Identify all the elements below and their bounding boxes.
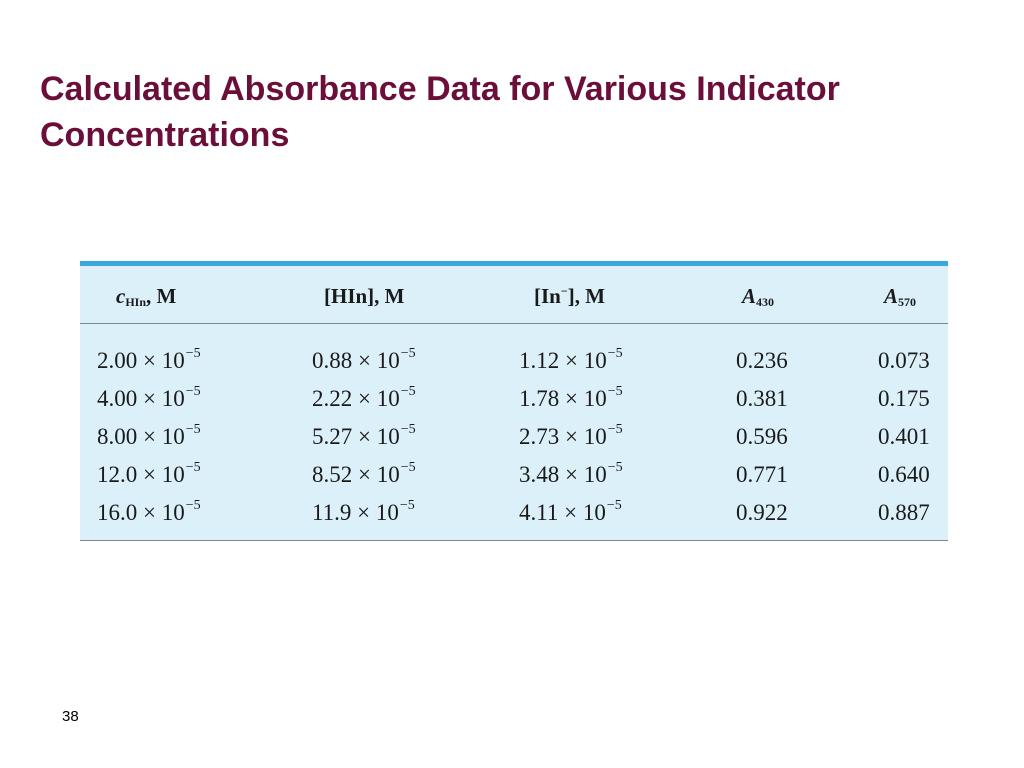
table-row: 4.00 × 10−5 2.22 × 10−5 1.78 × 10−5 0.381 0.…	[80, 384, 948, 424]
cell-in: 1.12 × 10−5	[519, 346, 623, 374]
header-a430-symbol: A	[742, 284, 757, 308]
cell-hin-mantissa: 2.22 × 10	[312, 386, 400, 411]
header-in-close: ], M	[567, 284, 606, 308]
header-a430: A430	[742, 284, 774, 310]
cell-a570: 0.887	[878, 500, 930, 525]
cell-in-mantissa: 1.78 × 10	[519, 386, 607, 411]
cell-in-mantissa: 2.73 × 10	[519, 424, 607, 449]
cell-in: 3.48 × 10−5	[519, 460, 623, 488]
cell-a430: 0.922	[736, 500, 788, 525]
cell-in-mantissa: 4.11 × 10	[519, 500, 606, 525]
page-number: 38	[62, 708, 79, 725]
table-row: 12.0 × 10−5 8.52 × 10−5 3.48 × 10−5 0.771 0.…	[80, 460, 948, 500]
header-a570-symbol: A	[884, 284, 899, 308]
cell-hin: 2.22 × 10−5	[312, 384, 416, 412]
cell-a430: 0.596	[736, 424, 788, 449]
cell-a430: 0.236	[736, 348, 788, 373]
cell-hin-exponent: −5	[400, 460, 416, 475]
cell-a570: 0.640	[878, 462, 930, 487]
cell-in: 2.73 × 10−5	[519, 422, 623, 450]
cell-in-mantissa: 1.12 × 10	[519, 348, 607, 373]
cell-a430: 0.381	[736, 386, 788, 411]
cell-c: 2.00 × 10−5	[97, 346, 201, 374]
cell-in: 4.11 × 10−5	[519, 498, 622, 526]
header-c-sub: HIn	[125, 295, 147, 309]
cell-c-exponent: −5	[185, 498, 201, 513]
cell-hin-exponent: −5	[400, 384, 416, 399]
header-a430-sub: 430	[756, 295, 775, 309]
cell-in-exponent: −5	[607, 346, 623, 361]
header-a570: A570	[884, 284, 916, 310]
cell-hin-exponent: −5	[400, 422, 416, 437]
cell-a570: 0.073	[878, 348, 930, 373]
header-in-open: [In	[534, 284, 561, 308]
cell-a570: 0.175	[878, 386, 930, 411]
cell-c-mantissa: 4.00 × 10	[97, 386, 185, 411]
cell-c-mantissa: 12.0 × 10	[97, 462, 185, 487]
cell-in-exponent: −5	[607, 460, 623, 475]
cell-c-exponent: −5	[185, 384, 201, 399]
header-hin: [HIn], M	[324, 284, 405, 308]
cell-a430: 0.771	[736, 462, 788, 487]
cell-c-exponent: −5	[185, 346, 201, 361]
header-c-hin: cHIn, M	[116, 284, 176, 310]
cell-in-exponent: −5	[607, 384, 623, 399]
header-a570-sub: 570	[898, 295, 917, 309]
cell-c-exponent: −5	[185, 460, 201, 475]
cell-hin-exponent: −5	[400, 346, 416, 361]
cell-hin-mantissa: 0.88 × 10	[312, 348, 400, 373]
cell-hin-mantissa: 11.9 × 10	[312, 500, 399, 525]
table-row: 16.0 × 10−5 11.9 × 10−5 4.11 × 10−5 0.922 0.…	[80, 498, 948, 538]
slide-title: Calculated Absorbance Data for Various I…	[40, 66, 1000, 158]
cell-c-mantissa: 2.00 × 10	[97, 348, 185, 373]
cell-in-mantissa: 3.48 × 10	[519, 462, 607, 487]
cell-hin-mantissa: 8.52 × 10	[312, 462, 400, 487]
cell-c: 16.0 × 10−5	[97, 498, 201, 526]
cell-hin: 8.52 × 10−5	[312, 460, 416, 488]
cell-c-mantissa: 16.0 × 10	[97, 500, 185, 525]
cell-hin: 0.88 × 10−5	[312, 346, 416, 374]
absorbance-table: cHIn, M [HIn], M [In−], M A430 A570 2.00…	[80, 261, 948, 541]
cell-hin: 5.27 × 10−5	[312, 422, 416, 450]
cell-hin-mantissa: 5.27 × 10	[312, 424, 400, 449]
cell-c-mantissa: 8.00 × 10	[97, 424, 185, 449]
cell-hin: 11.9 × 10−5	[312, 498, 415, 526]
slide-title-line-2: Concentrations	[40, 116, 290, 154]
cell-c: 4.00 × 10−5	[97, 384, 201, 412]
cell-c: 8.00 × 10−5	[97, 422, 201, 450]
table-row: 8.00 × 10−5 5.27 × 10−5 2.73 × 10−5 0.596 0.…	[80, 422, 948, 462]
header-in: [In−], M	[534, 284, 605, 309]
cell-c-exponent: −5	[185, 422, 201, 437]
table-header-row: cHIn, M [HIn], M [In−], M A430 A570	[80, 266, 948, 324]
header-in-sup: −	[560, 284, 568, 298]
cell-a570: 0.401	[878, 424, 930, 449]
cell-hin-exponent: −5	[399, 498, 415, 513]
cell-in-exponent: −5	[606, 498, 622, 513]
slide-title-line-1: Calculated Absorbance Data for Various I…	[40, 70, 840, 108]
header-c-unit: , M	[146, 284, 177, 308]
header-c-symbol: c	[116, 284, 126, 308]
table-row: 2.00 × 10−5 0.88 × 10−5 1.12 × 10−5 0.236 0.…	[80, 346, 948, 386]
cell-in: 1.78 × 10−5	[519, 384, 623, 412]
cell-c: 12.0 × 10−5	[97, 460, 201, 488]
cell-in-exponent: −5	[607, 422, 623, 437]
